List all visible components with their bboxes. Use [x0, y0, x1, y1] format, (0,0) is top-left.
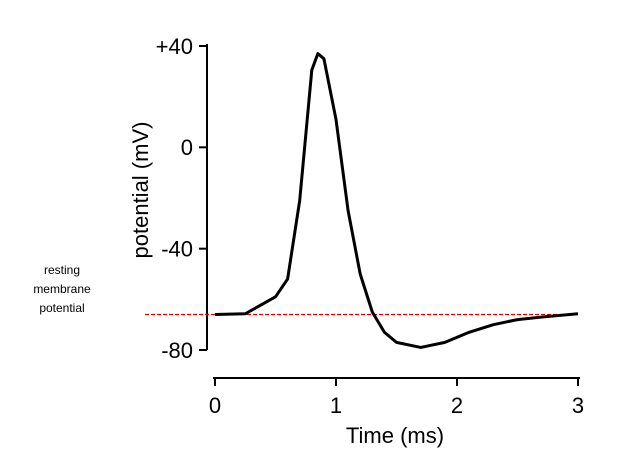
x-tick-label: 1: [330, 393, 342, 418]
y-tick-label: -40: [161, 236, 193, 261]
x-tick-label: 0: [209, 393, 221, 418]
x-axis-label: Time (ms): [346, 423, 444, 448]
x-tick-label: 2: [451, 393, 463, 418]
x-tick-label: 3: [572, 393, 584, 418]
y-tick-label: -80: [161, 338, 193, 363]
annotation: membrane: [33, 282, 91, 296]
y-tick-label: +40: [156, 34, 193, 59]
annotation: resting: [44, 263, 80, 277]
y-tick-label: 0: [181, 135, 193, 160]
line: [214, 52, 579, 349]
y-axis-label: potential (mV): [128, 122, 153, 259]
annotation: potential: [39, 301, 84, 315]
